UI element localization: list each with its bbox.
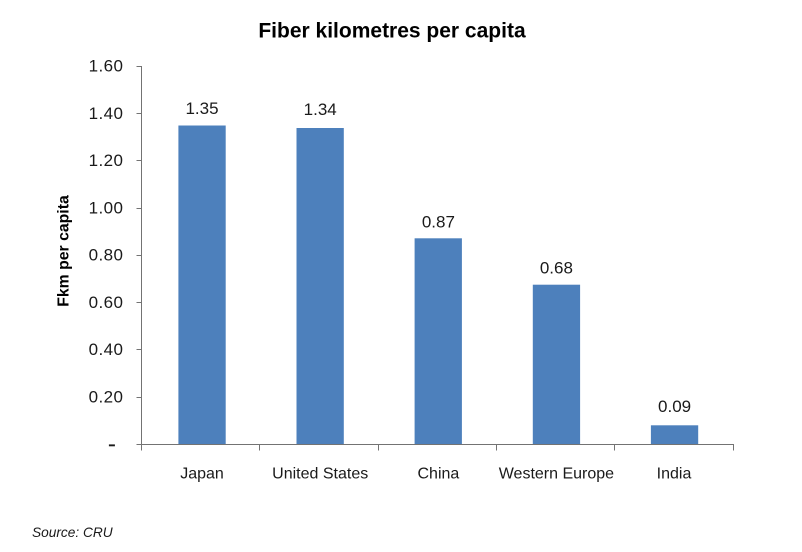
- svg-text:United States: United States: [272, 466, 368, 483]
- svg-text:0.80: 0.80: [89, 246, 124, 265]
- svg-text:India: India: [657, 466, 692, 483]
- svg-text:China: China: [417, 466, 459, 483]
- svg-text:0.20: 0.20: [89, 387, 124, 406]
- svg-text:0.68: 0.68: [540, 258, 573, 277]
- svg-text:0.40: 0.40: [89, 340, 124, 359]
- svg-text:Japan: Japan: [180, 466, 224, 483]
- svg-text:1.35: 1.35: [185, 99, 218, 118]
- svg-text:1.40: 1.40: [89, 104, 124, 123]
- svg-text:Fkm per capita: Fkm per capita: [56, 195, 73, 307]
- svg-text:0.87: 0.87: [422, 212, 455, 231]
- svg-text:Fiber kilometres per capita: Fiber kilometres per capita: [258, 19, 526, 42]
- svg-text:1.60: 1.60: [89, 57, 124, 76]
- svg-text:0.60: 0.60: [89, 293, 124, 312]
- svg-text:Source: CRU: Source: CRU: [32, 525, 113, 540]
- svg-text:1.20: 1.20: [89, 151, 124, 170]
- svg-text:1.00: 1.00: [89, 198, 124, 217]
- svg-text:1.34: 1.34: [304, 100, 337, 119]
- svg-text:0.09: 0.09: [658, 397, 691, 416]
- svg-text:Western Europe: Western Europe: [499, 466, 614, 483]
